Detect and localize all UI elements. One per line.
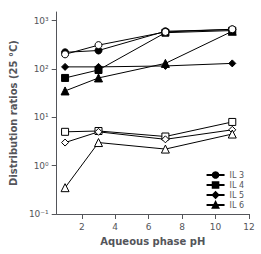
svg-text:IL 4: IL 4 bbox=[230, 181, 244, 190]
svg-text:6: 6 bbox=[146, 222, 152, 232]
svg-text:4: 4 bbox=[112, 222, 118, 232]
svg-text:Distribution ratios (25 °C): Distribution ratios (25 °C) bbox=[8, 40, 19, 186]
svg-text:IL 3: IL 3 bbox=[230, 171, 244, 180]
svg-text:10⁰: 10⁰ bbox=[34, 161, 49, 171]
svg-text:10²: 10² bbox=[34, 64, 49, 74]
svg-text:Aqueous phase pH: Aqueous phase pH bbox=[100, 236, 205, 247]
svg-text:8: 8 bbox=[179, 222, 185, 232]
svg-text:10³: 10³ bbox=[34, 16, 49, 26]
svg-text:10: 10 bbox=[210, 222, 222, 232]
svg-text:10¹: 10¹ bbox=[34, 112, 49, 122]
svg-text:IL 5: IL 5 bbox=[230, 191, 244, 200]
svg-text:10⁻¹: 10⁻¹ bbox=[29, 209, 49, 219]
svg-text:IL 6: IL 6 bbox=[230, 201, 244, 210]
svg-text:2: 2 bbox=[79, 222, 85, 232]
svg-text:12: 12 bbox=[243, 222, 254, 232]
